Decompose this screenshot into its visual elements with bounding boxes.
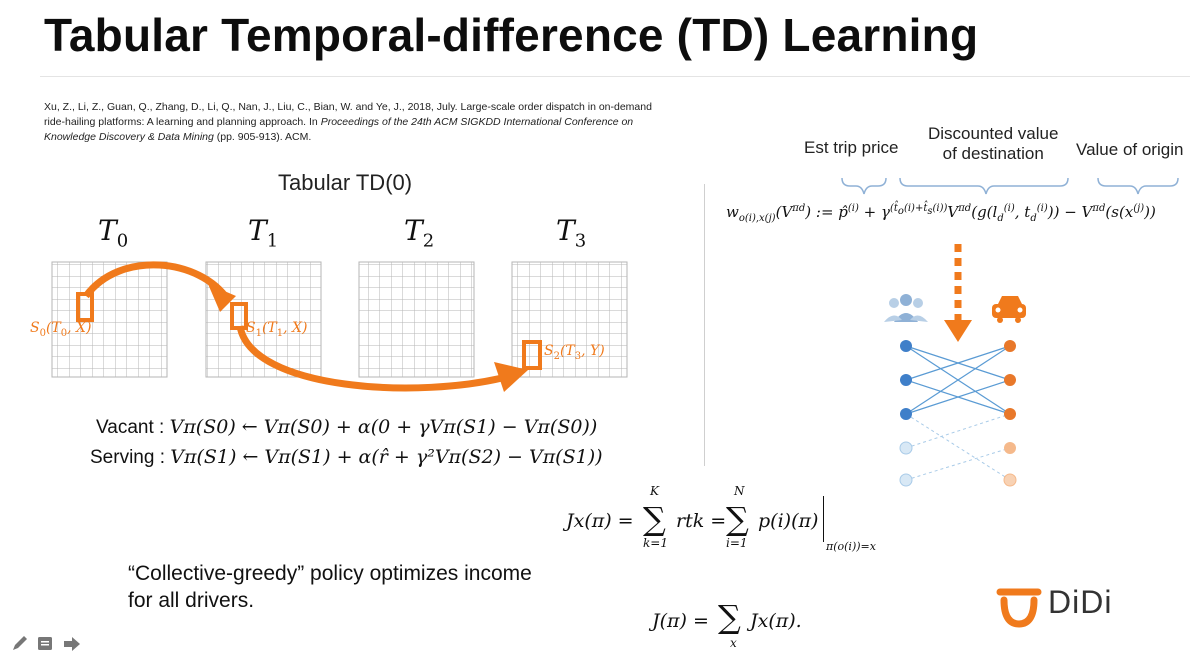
- jx-sum2-bottom: i=1: [726, 536, 748, 550]
- grid-t2: [358, 261, 475, 378]
- policy-text: “Collective-greedy” policy optimizes inc…: [128, 562, 532, 612]
- grid-label-t1: T1: [248, 214, 279, 252]
- arrowhead-s0-s1: [208, 284, 236, 312]
- passengers-icon: [884, 294, 928, 322]
- jx-term2: p(i)(π): [758, 510, 819, 532]
- est-trip-price-label: Est trip price: [804, 138, 899, 157]
- jx-sum1-top: K: [650, 484, 659, 498]
- didi-logo-text: DiDi: [1048, 584, 1113, 620]
- td-grid-diagram: [51, 261, 628, 392]
- citation: Xu, Z., Li, Z., Guan, Q., Zhang, D., Li,…: [44, 100, 654, 145]
- j-sum-bottom: x: [730, 636, 737, 650]
- jx-sum2-top: N: [734, 484, 745, 498]
- vertical-divider: [704, 184, 705, 466]
- serving-equation: Serving : Vπ(S1) ← Vπ(S1) + α(r̂ + γ²Vπ(…: [90, 446, 603, 468]
- state-label-s0: S0(T0, X): [30, 320, 92, 339]
- didi-logo-icon: [996, 588, 1042, 628]
- citation-plain: Xu, Z., Li, Z., Guan, Q., Zhang, D., Li,…: [44, 101, 652, 128]
- grid-t3: [511, 261, 628, 378]
- arrow-s1-s2: [236, 325, 511, 392]
- state-label-s1: S1(T1, X): [246, 320, 308, 339]
- jx-sum1-symbol: ∑: [643, 500, 666, 538]
- j-total-lhs: J(π) =: [652, 610, 709, 632]
- slide-title: Tabular Temporal-difference (TD) Learnin…: [44, 9, 979, 61]
- jx-evaluation-bar: [823, 496, 824, 542]
- pen-icon[interactable]: [13, 636, 27, 650]
- arrowhead-s1-s2: [494, 362, 528, 392]
- jx-condition: π(o(i))=x: [826, 540, 876, 553]
- discounted-value-label: Discounted value of destination: [928, 124, 1059, 163]
- title-divider: [40, 76, 1190, 77]
- td-subtitle: Tabular TD(0): [278, 170, 413, 195]
- citation-tail: (pp. 905-913). ACM.: [213, 131, 312, 143]
- citation-italic: Proceedings of the 24th ACM SIGKDD Inter…: [44, 116, 634, 143]
- jx-sum2-symbol: ∑: [726, 500, 749, 538]
- weight-formula: wo(i),x(j)(Vπd) := p̂(i) + γ(t̂o(i)+t̂s(…: [726, 203, 1156, 224]
- curly-braces: [841, 177, 1179, 195]
- car-icon: [992, 296, 1026, 323]
- vacant-equation: Vacant : Vπ(S0) ← Vπ(S0) + α(0 + γVπ(S1)…: [96, 416, 598, 438]
- jx-term1: rtk =: [676, 510, 727, 532]
- arrow-right-icon[interactable]: [64, 637, 80, 651]
- state-label-s2: S2(T3, Y): [544, 343, 605, 362]
- notes-icon[interactable]: [38, 637, 52, 650]
- j-term: Jx(π).: [750, 610, 802, 632]
- j-sum-symbol: ∑: [718, 598, 741, 636]
- jx-sum1-bottom: k=1: [643, 536, 668, 550]
- arrow-s0-s1: [83, 261, 231, 303]
- presentation-toolbar: [10, 634, 90, 659]
- value-of-origin-label: Value of origin: [1076, 140, 1184, 159]
- grid-t0: [51, 261, 168, 378]
- dashed-down-arrow: [944, 244, 972, 342]
- jx-formula-lhs: Jx(π) =: [566, 510, 634, 532]
- bipartite-matching-graph: [884, 294, 1026, 487]
- grid-label-t2: T2: [404, 214, 435, 252]
- state-box-s2: [522, 340, 542, 370]
- grid-label-t3: T3: [556, 214, 587, 252]
- grid-label-t0: T0: [98, 214, 129, 252]
